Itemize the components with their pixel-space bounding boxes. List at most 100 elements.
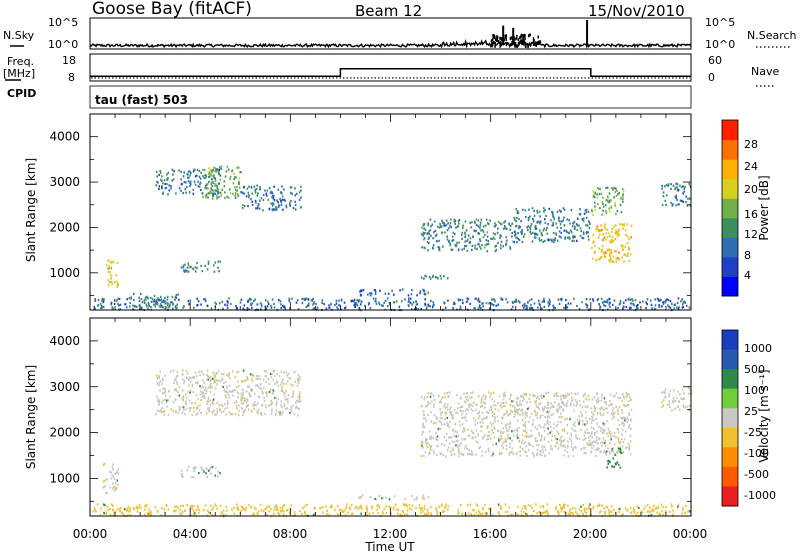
velocity-cell: [609, 403, 612, 406]
power-cell: [610, 249, 613, 252]
power-cell: [382, 304, 384, 307]
power-cell: [474, 220, 476, 223]
power-cell: [419, 290, 422, 293]
velocity-cell: [504, 437, 507, 440]
velocity-cell: [574, 424, 576, 427]
velocity-cell: [251, 379, 254, 382]
velocity-cell: [161, 383, 163, 386]
velocity-cell: [253, 407, 255, 410]
velocity-cell: [668, 395, 670, 398]
velocity-cell: [601, 406, 604, 409]
power-cell: [503, 227, 505, 230]
power-cell: [604, 256, 607, 259]
power-cell: [551, 210, 553, 213]
power-cell: [609, 260, 611, 263]
velocity-cell: [621, 428, 624, 431]
velocity-cell: [525, 435, 528, 438]
velocity-cell: [536, 448, 539, 451]
power-cell: [627, 246, 630, 249]
power-cell: [275, 208, 278, 211]
velocity-cell: [608, 512, 611, 515]
velocity-cell: [455, 411, 457, 415]
velocity-cell: [241, 393, 243, 396]
velocity-colorbar-label: Velocity [m s⁻¹]: [757, 369, 771, 462]
power-cell: [464, 240, 467, 243]
power-cell: [630, 224, 633, 227]
power-cell: [422, 234, 424, 237]
power-cell: [685, 304, 688, 307]
power-cell: [178, 298, 180, 301]
power-cell: [209, 192, 211, 195]
power-cell: [242, 191, 244, 194]
velocity-cell: [406, 513, 408, 516]
power-cell: [469, 237, 472, 240]
velocity-cell: [243, 400, 245, 403]
velocity-cell: [123, 508, 126, 511]
velocity-cell: [170, 408, 173, 411]
power-cell: [280, 203, 283, 206]
velocity-cell: [113, 489, 116, 492]
velocity-cell: [119, 510, 121, 513]
power-cell: [563, 208, 566, 211]
velocity-cell: [656, 507, 658, 510]
noise-left-tick-top: 10^5: [48, 16, 78, 29]
noise-burst-mark: [510, 43, 512, 47]
velocity-cell: [475, 453, 477, 456]
power-cell: [203, 169, 206, 172]
power-cell: [562, 219, 565, 222]
power-cell: [340, 298, 343, 301]
velocity-cell: [106, 478, 108, 481]
velocity-cell: [113, 486, 115, 489]
power-cell: [416, 303, 419, 306]
velocity-cell: [331, 504, 333, 507]
velocity-cell: [181, 397, 184, 400]
power-cell: [354, 304, 357, 307]
power-cell: [458, 299, 460, 302]
velocity-cell: [99, 514, 102, 517]
power-cell: [571, 239, 573, 242]
velocity-cell: [290, 383, 292, 386]
velocity-cell: [649, 511, 651, 514]
power-cell: [183, 270, 186, 273]
velocity-cell: [521, 394, 524, 397]
power-time-ticks: [89, 114, 692, 310]
velocity-cell: [440, 452, 442, 455]
velocity-cell: [612, 450, 615, 453]
power-cell: [335, 302, 338, 305]
velocity-cell: [584, 431, 587, 434]
velocity-cell: [509, 425, 511, 428]
velocity-cell: [447, 446, 450, 449]
velocity-cell: [214, 380, 216, 383]
power-cell: [677, 188, 680, 191]
power-cell: [615, 229, 617, 232]
velocity-cell: [567, 392, 569, 395]
power-cell: [334, 304, 336, 307]
velocity-cell: [550, 413, 553, 416]
velocity-cell: [622, 441, 624, 444]
velocity-cell: [493, 436, 496, 439]
power-cells: [93, 165, 692, 312]
power-cell: [367, 293, 369, 296]
power-cell: [109, 271, 111, 274]
power-cell: [256, 194, 259, 197]
power-cell: [240, 298, 243, 301]
power-cell: [632, 302, 634, 305]
velocity-cell: [603, 408, 605, 411]
velocity-cell: [497, 419, 499, 423]
power-colorbar-frame: [721, 119, 739, 297]
power-cell: [386, 297, 389, 300]
noise-burst-mark: [510, 36, 513, 40]
power-cell: [308, 302, 310, 305]
velocity-cell: [458, 450, 460, 453]
power-cell: [411, 289, 413, 292]
power-cell: [267, 302, 270, 306]
power-cell: [626, 254, 629, 257]
velocity-cell: [186, 390, 189, 393]
power-cell: [596, 225, 599, 228]
power-cell: [613, 225, 615, 228]
power-cell: [280, 306, 283, 309]
power-cell: [407, 304, 410, 308]
velocity-cell: [178, 406, 181, 409]
power-cell: [395, 300, 398, 303]
power-cell: [520, 232, 523, 235]
